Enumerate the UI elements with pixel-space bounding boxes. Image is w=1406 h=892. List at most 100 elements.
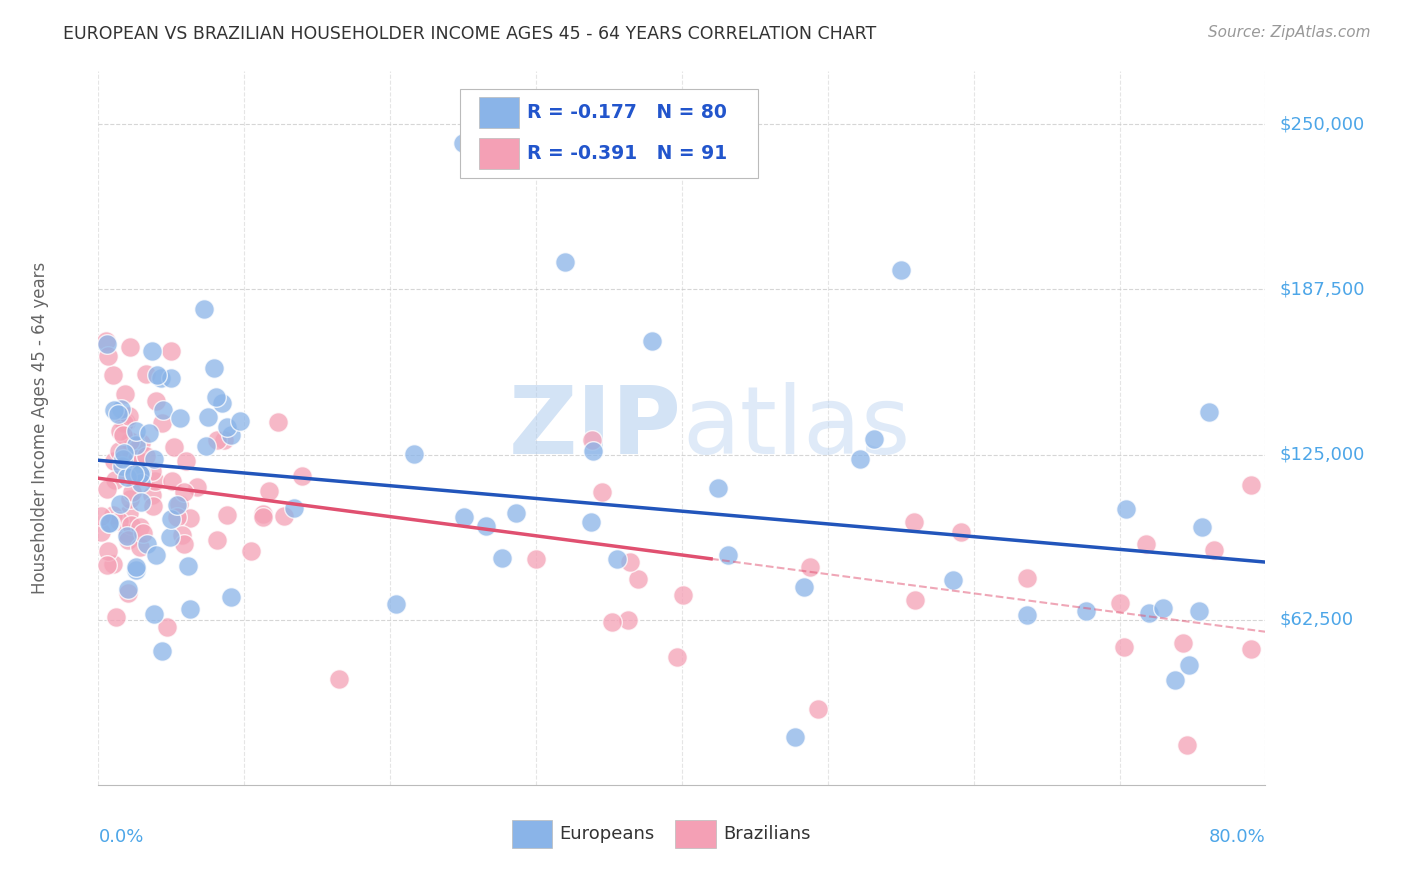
Point <box>122 467 145 481</box>
Point <box>129 494 152 508</box>
Point <box>143 474 166 488</box>
Point <box>166 510 188 524</box>
Text: ZIP: ZIP <box>509 382 682 475</box>
Point <box>155 620 177 634</box>
Point <box>212 433 235 447</box>
Point <box>101 557 124 571</box>
Point <box>107 407 129 421</box>
Point <box>138 425 160 440</box>
Point <box>159 512 181 526</box>
Point <box>404 447 426 461</box>
Point <box>163 440 186 454</box>
Point <box>135 367 157 381</box>
Point <box>1115 502 1137 516</box>
Point <box>125 563 148 577</box>
Point <box>97 543 120 558</box>
Text: $62,500: $62,500 <box>1279 611 1354 629</box>
Point <box>103 473 125 487</box>
Point <box>1171 636 1194 650</box>
Point <box>665 650 688 665</box>
Point <box>118 506 141 520</box>
Text: $125,000: $125,000 <box>1279 446 1365 464</box>
Point <box>177 558 200 573</box>
Point <box>173 537 195 551</box>
Point <box>1137 606 1160 620</box>
Point <box>142 500 165 514</box>
Point <box>108 514 131 528</box>
Point <box>96 336 118 351</box>
Point <box>160 474 183 488</box>
Point <box>101 508 124 522</box>
Point <box>112 416 135 430</box>
Point <box>111 458 134 473</box>
Text: $187,500: $187,500 <box>1279 280 1365 299</box>
Point <box>186 480 208 494</box>
Point <box>128 467 150 482</box>
Point <box>173 485 195 500</box>
Point <box>96 558 118 572</box>
Point <box>90 525 112 540</box>
Point <box>1114 640 1136 654</box>
Point <box>195 439 218 453</box>
Text: Householder Income Ages 45 - 64 years: Householder Income Ages 45 - 64 years <box>31 262 49 594</box>
FancyBboxPatch shape <box>675 820 716 848</box>
Point <box>108 424 131 438</box>
FancyBboxPatch shape <box>512 820 553 848</box>
Point <box>903 592 925 607</box>
Point <box>152 402 174 417</box>
Point <box>117 585 139 599</box>
Point <box>717 548 740 562</box>
Point <box>1135 537 1157 551</box>
Point <box>115 470 138 484</box>
Point <box>150 371 173 385</box>
Point <box>554 254 576 268</box>
Point <box>799 559 821 574</box>
Point <box>125 424 148 438</box>
Point <box>120 491 142 506</box>
Text: 0.0%: 0.0% <box>98 828 143 846</box>
Point <box>807 702 830 716</box>
FancyBboxPatch shape <box>479 137 519 169</box>
Point <box>793 581 815 595</box>
Point <box>159 530 181 544</box>
Point <box>111 452 134 467</box>
Point <box>291 468 314 483</box>
Point <box>129 476 152 491</box>
Point <box>152 644 174 658</box>
Point <box>605 551 627 566</box>
Point <box>128 540 150 554</box>
Point <box>1204 542 1226 557</box>
Point <box>146 368 169 382</box>
Point <box>591 484 613 499</box>
Point <box>114 386 136 401</box>
Point <box>707 482 730 496</box>
Point <box>193 302 215 317</box>
Point <box>142 607 165 621</box>
Point <box>142 452 165 467</box>
Point <box>328 672 350 686</box>
Point <box>179 602 201 616</box>
Point <box>169 411 191 425</box>
Text: Source: ZipAtlas.com: Source: ZipAtlas.com <box>1208 25 1371 40</box>
Point <box>117 533 139 547</box>
Point <box>98 516 121 530</box>
Point <box>117 582 139 596</box>
Point <box>1152 601 1174 615</box>
Point <box>890 262 912 277</box>
Point <box>582 444 605 458</box>
Point <box>1240 478 1263 492</box>
Point <box>215 420 238 434</box>
Point <box>207 433 229 447</box>
Point <box>136 537 159 551</box>
Point <box>848 451 870 466</box>
Point <box>129 466 152 480</box>
Point <box>491 550 513 565</box>
Point <box>1175 739 1198 753</box>
Point <box>120 434 142 448</box>
Point <box>942 573 965 587</box>
Point <box>1178 657 1201 672</box>
Point <box>120 518 142 533</box>
Point <box>128 519 150 533</box>
Point <box>103 403 125 417</box>
Point <box>451 136 474 150</box>
